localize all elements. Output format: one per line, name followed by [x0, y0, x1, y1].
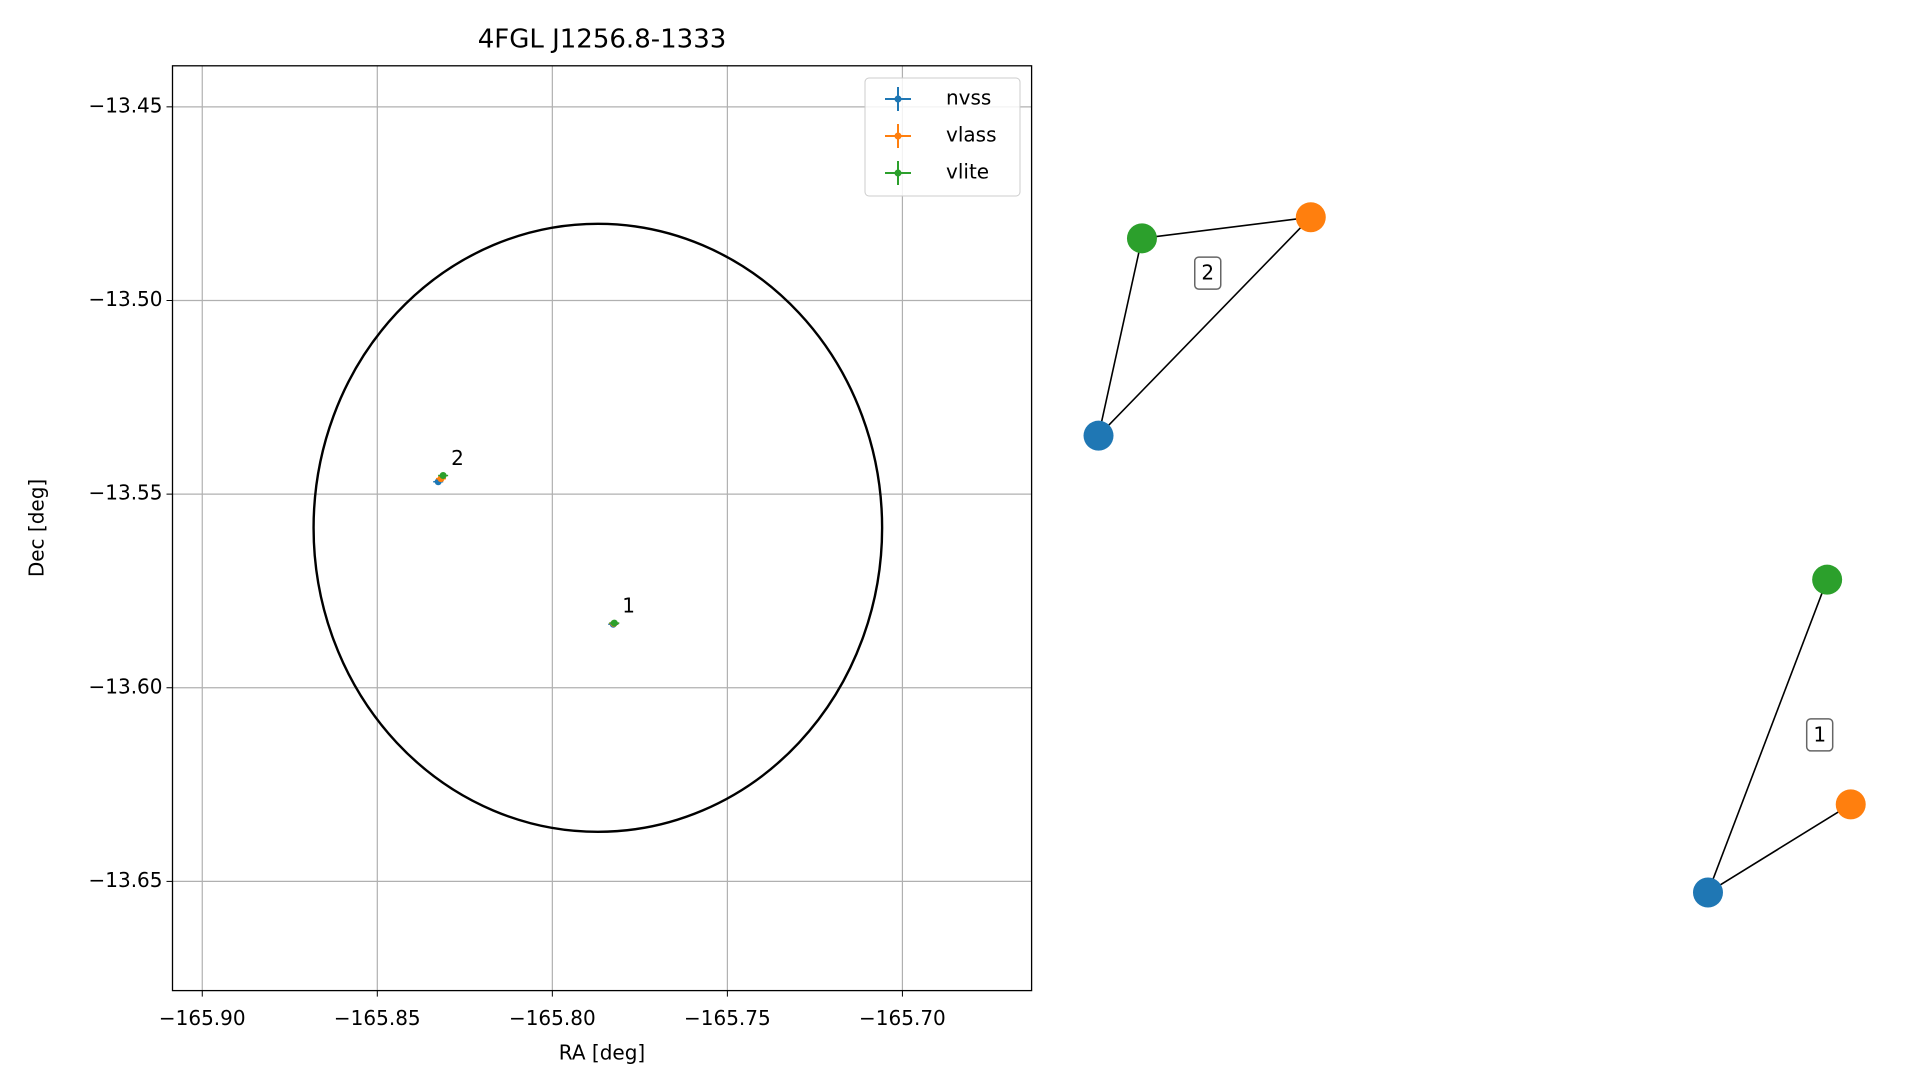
graph-node — [1083, 420, 1114, 451]
graph-edge — [1097, 216, 1312, 437]
y-tick-label: −13.60 — [88, 674, 162, 698]
y-tick-label: −13.65 — [88, 868, 162, 892]
legend-marker — [894, 95, 902, 103]
y-tick-label: −13.50 — [88, 287, 162, 311]
x-tick-label: −165.70 — [859, 1006, 946, 1030]
graph-edge — [1097, 238, 1143, 436]
graph-edge — [1141, 216, 1311, 240]
legend-marker — [894, 169, 902, 177]
legend-box — [864, 77, 1021, 197]
y-tick-label: −13.45 — [88, 93, 162, 117]
x-axis-label: RA [deg] — [559, 1041, 645, 1065]
legend-marker — [894, 132, 902, 140]
legend-label: vlass — [946, 123, 997, 147]
edge-label-box — [1805, 718, 1834, 752]
x-tick-label: −165.85 — [334, 1006, 421, 1030]
legend-label: nvss — [946, 86, 991, 110]
edge-label-box — [1194, 256, 1222, 290]
graph-node — [1835, 789, 1866, 820]
point-annotation: 2 — [451, 446, 464, 470]
localization-circle — [312, 222, 884, 834]
edge-label: 2 — [1201, 261, 1214, 285]
point-annotation: 1 — [622, 594, 635, 618]
y-tick-label: −13.55 — [88, 481, 162, 505]
graph-node — [1295, 202, 1326, 233]
graph-edge — [1707, 579, 1828, 893]
y-axis-label: Dec [deg] — [25, 479, 49, 577]
edge-label: 1 — [1813, 722, 1826, 746]
plot-frame — [171, 65, 1033, 992]
graph-edge — [1707, 803, 1852, 894]
graph-node — [1126, 223, 1157, 254]
graph-node — [1692, 877, 1723, 908]
x-tick-label: −165.80 — [509, 1006, 596, 1030]
graph-node — [1812, 564, 1843, 595]
chart-title: 4FGL J1256.8-1333 — [478, 25, 727, 55]
x-tick-label: −165.75 — [684, 1006, 771, 1030]
legend-label: vlite — [946, 160, 989, 184]
x-tick-label: −165.90 — [159, 1006, 246, 1030]
